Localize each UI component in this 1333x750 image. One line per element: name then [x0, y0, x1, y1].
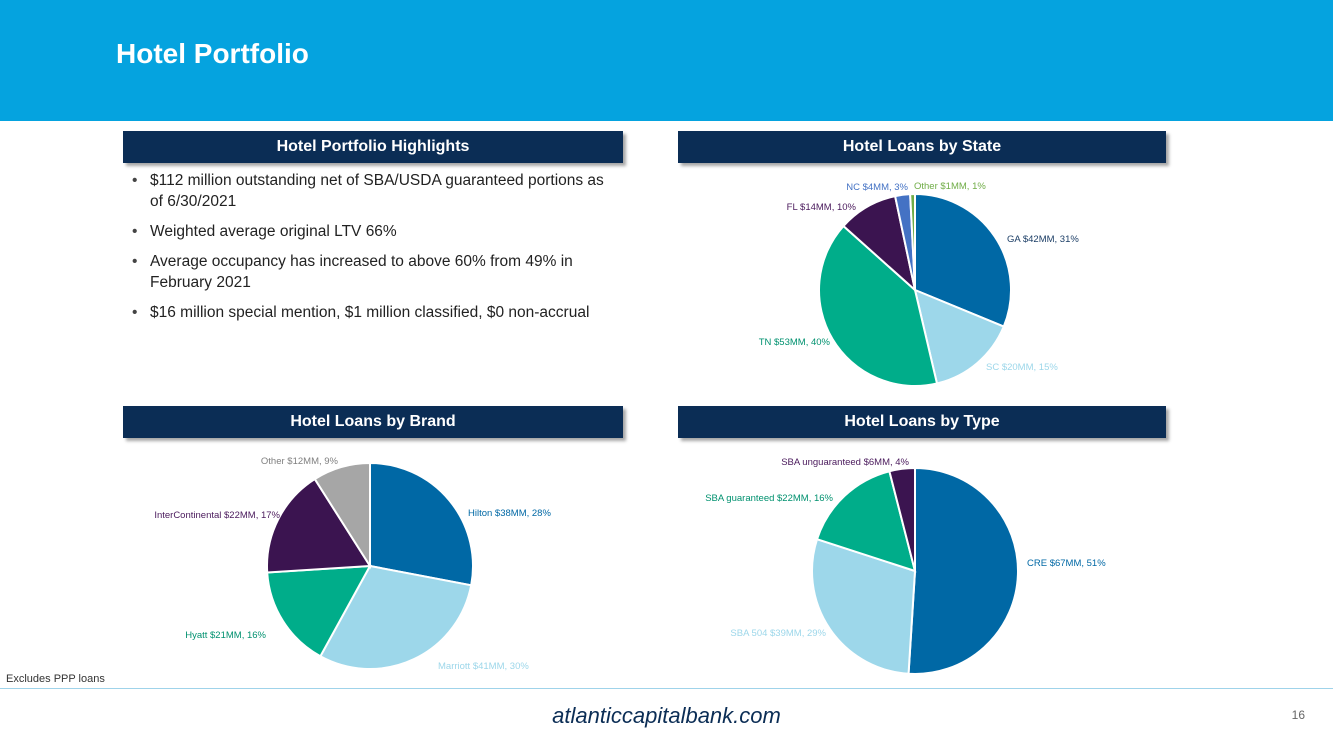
state-slice-label-fl: FL $14MM, 10% — [787, 202, 857, 213]
type-pie-chart: CRE $67MM, 51% SBA 504 $39MM, 29% SBA guar… — [705, 457, 1106, 675]
type-slice-sba — [888, 466, 916, 572]
brand-slice-intercontinental — [266, 477, 372, 574]
highlights-header: Hotel Portfolio Highlights — [123, 131, 623, 163]
state-slice-label-other: Other $1MM, 1% — [914, 181, 986, 192]
footer-url[interactable]: atlanticcapitalbank.com — [552, 703, 781, 728]
brand-slice-label-intercontinental: InterContinental $22MM, 17% — [154, 510, 280, 521]
brand-slice-hyatt — [266, 564, 372, 658]
type-slice-label-cre: CRE $67MM, 51% — [1027, 558, 1106, 569]
footnote: Excludes PPP loans — [6, 673, 105, 685]
brand-slice-label-other: Other $12MM, 9% — [261, 456, 339, 467]
brand-slice-hilton — [369, 461, 474, 587]
state-pie-chart: GA $42MM, 31% SC $20MM, 15% TN $53MM, 40% F… — [759, 181, 1079, 387]
state-slice-label-ga: GA $42MM, 31% — [1007, 234, 1079, 245]
state-chart-header: Hotel Loans by State — [678, 131, 1166, 163]
type-chart-header: Hotel Loans by Type — [678, 406, 1166, 438]
type-slice-label-sba: SBA guaranteed $22MM, 16% — [705, 493, 833, 504]
type-slice-sba — [811, 537, 917, 675]
type-slice-cre — [907, 466, 1019, 675]
state-slice-tn — [818, 224, 939, 387]
brand-slice-label-hilton: Hilton $38MM, 28% — [468, 508, 551, 519]
brand-slice-other — [313, 461, 371, 570]
highlights-list: $112 million outstanding net of SBA/USDA… — [132, 170, 612, 332]
type-slice-label-sba: SBA unguaranteed $6MM, 4% — [781, 457, 909, 468]
footer-divider — [0, 688, 1333, 689]
type-slice-label-sba: SBA 504 $39MM, 29% — [730, 628, 826, 639]
brand-pie-chart: Hilton $38MM, 28% Marriott $41MM, 30% Hyat… — [154, 456, 551, 672]
header-band — [0, 0, 1333, 121]
highlight-bullet: Weighted average original LTV 66% — [132, 221, 612, 242]
state-slice-label-sc: SC $20MM, 15% — [986, 362, 1058, 373]
state-slice-other — [909, 192, 916, 291]
type-slice-sba — [815, 470, 917, 573]
highlight-bullet: $112 million outstanding net of SBA/USDA… — [132, 170, 612, 212]
brand-chart-header: Hotel Loans by Brand — [123, 406, 623, 438]
state-slice-sc — [913, 288, 1006, 385]
brand-slice-label-hyatt: Hyatt $21MM, 16% — [185, 630, 266, 641]
page-title: Hotel Portfolio — [116, 38, 309, 69]
state-slice-label-nc: NC $4MM, 3% — [846, 182, 908, 193]
page-number: 16 — [1291, 708, 1305, 722]
highlight-bullet: $16 million special mention, $1 million … — [132, 302, 612, 323]
brand-slice-marriott — [319, 564, 473, 670]
state-slice-label-tn: TN $53MM, 40% — [759, 337, 831, 348]
brand-slice-label-marriott: Marriott $41MM, 30% — [438, 661, 529, 672]
highlight-bullet: Average occupancy has increased to above… — [132, 251, 612, 293]
state-slice-ga — [914, 192, 1012, 328]
